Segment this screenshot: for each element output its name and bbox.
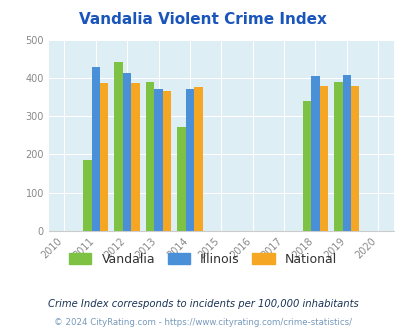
Bar bbox=[350, 86, 358, 231]
Bar bbox=[131, 83, 139, 231]
Bar bbox=[91, 67, 100, 231]
Bar bbox=[333, 82, 342, 231]
Bar bbox=[83, 160, 91, 231]
Bar bbox=[100, 83, 108, 231]
Text: Crime Index corresponds to incidents per 100,000 inhabitants: Crime Index corresponds to incidents per… bbox=[47, 299, 358, 309]
Bar bbox=[114, 62, 123, 231]
Bar bbox=[319, 86, 327, 231]
Bar bbox=[302, 101, 310, 231]
Bar bbox=[194, 87, 202, 231]
Bar bbox=[145, 82, 154, 231]
Text: © 2024 CityRating.com - https://www.cityrating.com/crime-statistics/: © 2024 CityRating.com - https://www.city… bbox=[54, 318, 351, 327]
Bar bbox=[177, 127, 185, 231]
Bar bbox=[154, 88, 162, 231]
Legend: Vandalia, Illinois, National: Vandalia, Illinois, National bbox=[69, 253, 336, 266]
Bar bbox=[342, 75, 350, 231]
Bar bbox=[123, 73, 131, 231]
Text: Vandalia Violent Crime Index: Vandalia Violent Crime Index bbox=[79, 12, 326, 26]
Bar bbox=[185, 89, 194, 231]
Bar bbox=[310, 76, 319, 231]
Bar bbox=[162, 91, 171, 231]
